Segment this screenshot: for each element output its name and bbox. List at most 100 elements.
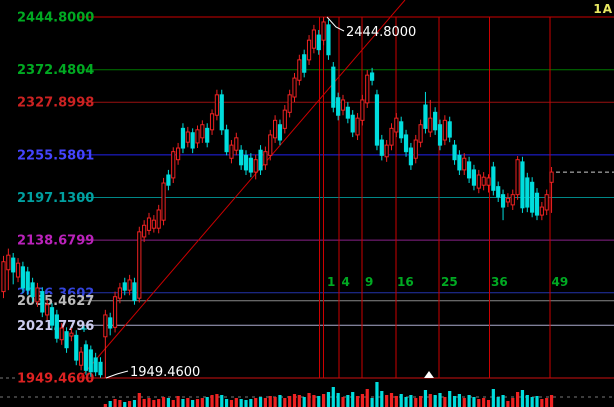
volume-bar [501, 395, 505, 407]
candle-body [321, 21, 326, 41]
price-label-backing [15, 191, 79, 204]
candle-body [142, 224, 147, 238]
volume-bar [307, 393, 311, 407]
candle-body [151, 219, 156, 229]
volume-bar [419, 396, 423, 407]
candle-body [534, 192, 540, 216]
volume-bar [210, 395, 214, 407]
candle-body [355, 117, 360, 136]
price-annotation: 1949.4600 [130, 365, 200, 380]
candle-body [79, 351, 84, 366]
gann-square-number: 1 [327, 275, 335, 289]
volume-bar [166, 398, 170, 407]
candle-body [248, 157, 253, 173]
candle-body [520, 161, 525, 209]
candle-body [452, 144, 457, 161]
candle-body [171, 151, 176, 179]
volume-bar [549, 395, 554, 407]
candle-body [457, 154, 462, 171]
candle-body [83, 344, 89, 371]
volume-bar [331, 387, 335, 407]
volume-bar [467, 395, 471, 407]
volume-bar [215, 394, 219, 407]
candle-body [209, 113, 215, 131]
volume-bar [137, 393, 141, 407]
candle-body [505, 197, 510, 203]
volume-bar [486, 400, 491, 407]
volume-bar [482, 398, 486, 407]
volume-bar [404, 397, 408, 407]
candle-body [428, 117, 433, 133]
candle-body [302, 54, 307, 73]
candle-body [491, 166, 496, 191]
candle-body [127, 279, 132, 291]
volume-bar [244, 400, 248, 407]
volume-bar [205, 397, 209, 407]
candle-body [471, 169, 477, 186]
candle-body [486, 177, 491, 186]
volume-bar [157, 399, 161, 407]
price-level-label: 2444.8000 [17, 11, 94, 26]
candle-body [69, 332, 74, 337]
volume-bar [341, 397, 345, 407]
candle-body [510, 194, 515, 206]
volume-bar [176, 396, 180, 407]
candle-body [413, 139, 418, 159]
price-label-backing [15, 10, 79, 24]
volume-bar [113, 399, 117, 407]
candle-body [25, 271, 30, 291]
candle-body [365, 74, 370, 104]
price-level-label: 2197.1300 [17, 191, 94, 206]
candle-body [6, 254, 11, 271]
candle-body [11, 257, 16, 273]
volume-bar [302, 397, 306, 407]
trendline [79, 0, 406, 379]
candle-body [180, 127, 186, 149]
volume-bar [462, 398, 466, 407]
candle-body [219, 94, 224, 131]
volume-bar [516, 392, 520, 407]
volume-bar [491, 389, 495, 407]
volume-bar [355, 396, 360, 407]
candle-body [166, 174, 171, 186]
volume-bar [438, 393, 442, 407]
volume-bar [118, 400, 122, 407]
candle-body [137, 231, 142, 299]
volume-bar [229, 400, 234, 407]
candle-body [394, 117, 399, 133]
candle-body [389, 127, 394, 146]
price-level-label: 2327.8998 [17, 96, 94, 111]
volume-bar [200, 398, 204, 407]
volume-bar [448, 391, 452, 407]
volume-bar [545, 398, 549, 407]
candle-body [433, 111, 438, 131]
candle-body [273, 119, 278, 139]
volume-bar [292, 394, 297, 407]
candle-body [122, 282, 127, 291]
volume-bar [351, 392, 355, 407]
volume-bar [433, 395, 437, 407]
candle-body [258, 149, 263, 171]
candle-body [268, 134, 273, 156]
gann-square-number: 16 [397, 275, 414, 289]
volume-bar [365, 389, 369, 407]
candle-body [476, 174, 481, 189]
volume-bar [496, 397, 500, 407]
volume-bar [380, 391, 384, 407]
volume-bar [258, 397, 263, 407]
price-annotation: 2444.8000 [346, 25, 416, 40]
candle-body [336, 97, 341, 116]
candle-body [40, 291, 45, 313]
volume-bar [428, 394, 432, 407]
candle-body [481, 176, 486, 186]
candle-body [442, 119, 447, 141]
volume-bar [195, 399, 200, 407]
volume-bar [181, 399, 185, 407]
candle-body [287, 94, 292, 113]
candle-body [156, 209, 161, 229]
volume-bar [389, 393, 394, 407]
candle-body [530, 181, 535, 213]
price-level-label: 2255.5801 [17, 148, 94, 163]
volume-bar [530, 397, 534, 407]
